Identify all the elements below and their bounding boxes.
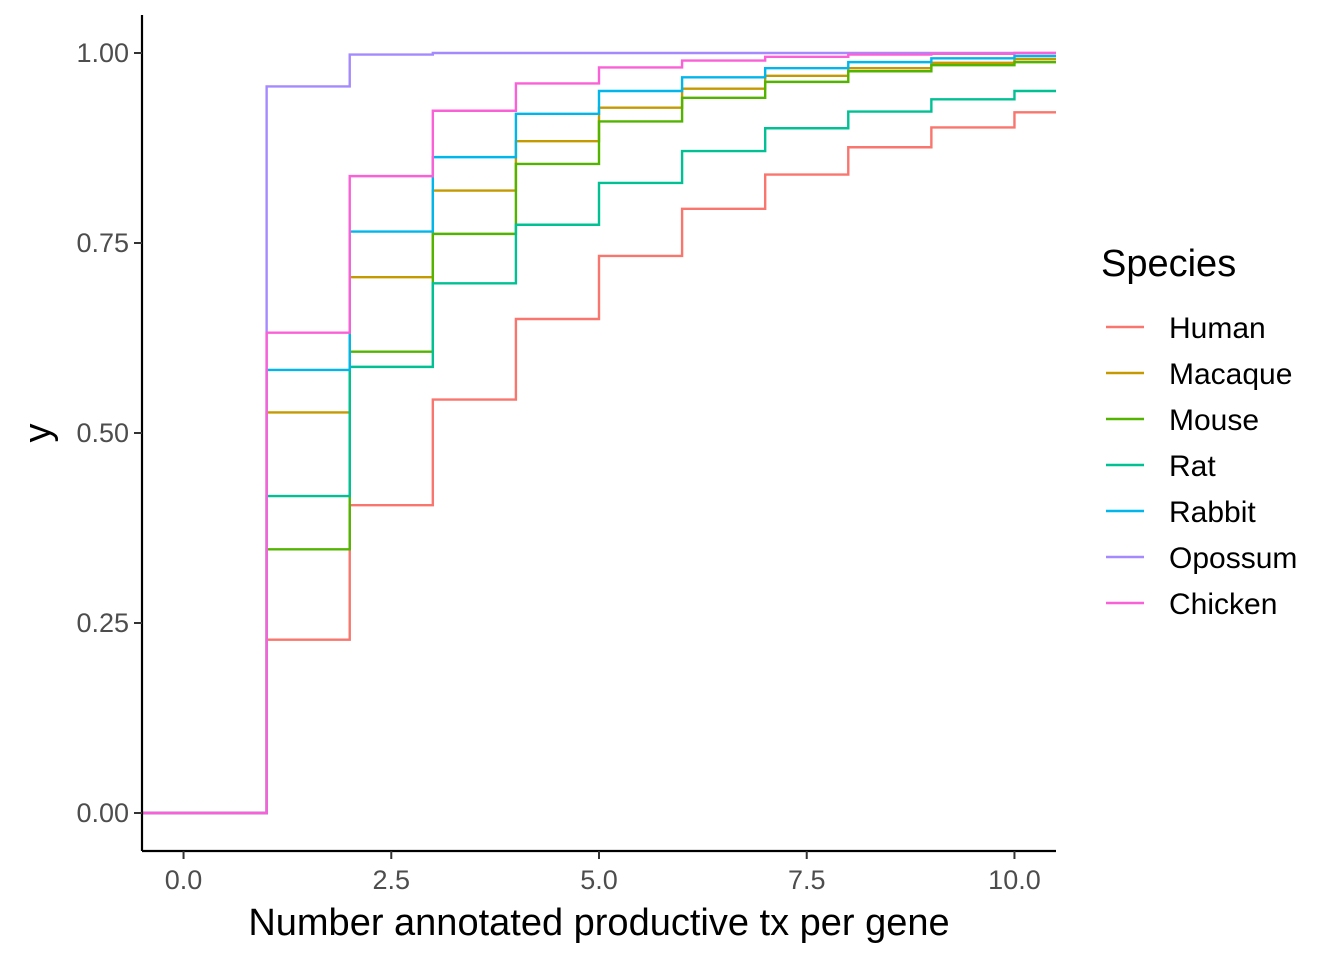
x-tick-label: 5.0 xyxy=(580,865,618,895)
series-line-human xyxy=(142,111,1056,815)
legend-label-mouse: Mouse xyxy=(1169,404,1259,437)
legend-label-human: Human xyxy=(1169,312,1266,345)
series-layer xyxy=(142,51,1056,815)
ticks-layer: 0.00 0.25 0.50 0.75 1.00 0.0 2.5 5.0 7.5 10.0 xyxy=(76,38,1040,895)
y-tick-label: 1.00 xyxy=(76,38,129,68)
series-line-rabbit xyxy=(142,54,1056,815)
legend-title: Species xyxy=(1101,243,1236,285)
series-line-rat xyxy=(142,89,1056,815)
series-line-mouse xyxy=(142,60,1056,815)
legend-label-chicken: Chicken xyxy=(1169,588,1277,621)
series-line-opossum xyxy=(142,51,1056,815)
y-axis-title: y xyxy=(17,424,59,443)
series-line-macaque xyxy=(142,57,1056,815)
y-tick-label: 0.50 xyxy=(76,418,129,448)
y-tick-label: 0.75 xyxy=(76,228,129,258)
legend-label-rat: Rat xyxy=(1169,450,1216,483)
x-tick-label: 7.5 xyxy=(788,865,826,895)
legend-label-opossum: Opossum xyxy=(1169,542,1297,575)
series-line-chicken xyxy=(142,51,1056,815)
x-tick-label: 10.0 xyxy=(988,865,1041,895)
legend-label-macaque: Macaque xyxy=(1169,358,1292,391)
legend-label-rabbit: Rabbit xyxy=(1169,496,1256,529)
x-axis-title: Number annotated productive tx per gene xyxy=(248,902,949,944)
x-tick-label: 0.0 xyxy=(165,865,203,895)
y-tick-label: 0.00 xyxy=(76,798,129,828)
legend: Human Macaque Mouse Rat Rabbit Opossum Chicken xyxy=(1106,312,1297,621)
x-tick-label: 2.5 xyxy=(372,865,410,895)
y-tick-label: 0.25 xyxy=(76,608,129,638)
